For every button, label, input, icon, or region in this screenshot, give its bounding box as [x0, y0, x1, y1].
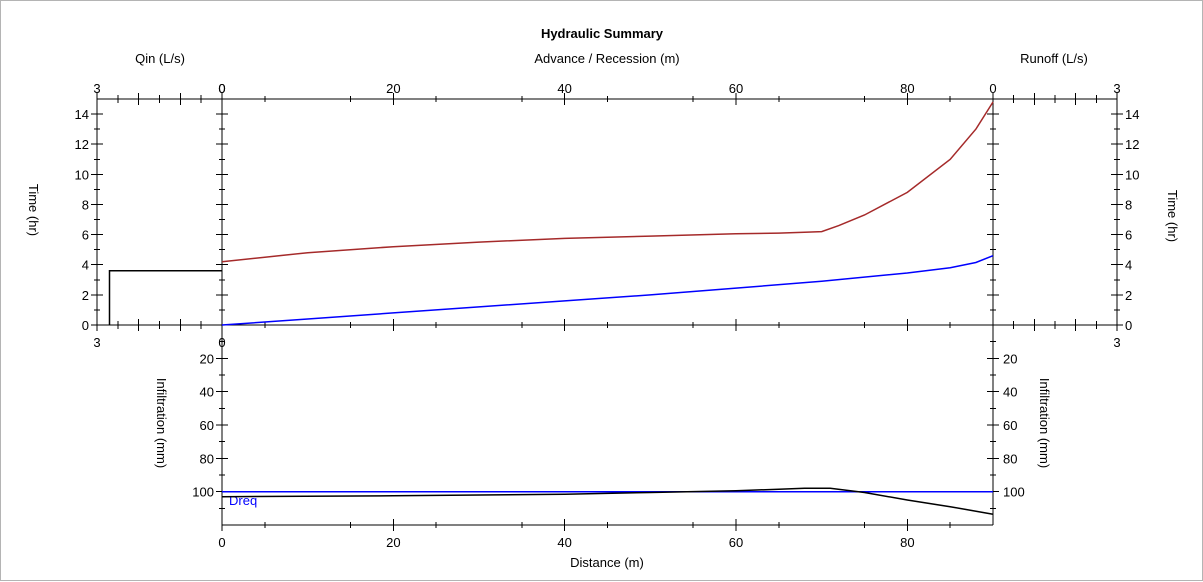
- runoff-axis-title: Runoff (L/s): [1020, 51, 1088, 66]
- time-axis-title-left: Time (hr): [26, 184, 41, 236]
- time-y-tick-label-right: 6: [1125, 228, 1132, 243]
- time-y-tick-label-right: 0: [1125, 318, 1132, 333]
- runoff-x-tick-label: 3: [1113, 81, 1120, 96]
- time-y-tick-label-right: 8: [1125, 197, 1132, 212]
- time-y-tick-label-right: 10: [1125, 167, 1139, 182]
- qin-axis-title: Qin (L/s): [135, 51, 185, 66]
- runoff-x-tick-label-zero: 0: [989, 81, 996, 96]
- time-y-tick-label-left: 12: [75, 137, 89, 152]
- time-y-tick-label-right: 12: [1125, 137, 1139, 152]
- chart-title: Hydraulic Summary: [541, 26, 664, 41]
- infiltration-inner-left-tick-label: 3: [93, 335, 100, 350]
- infiltration-y-tick-label-left: 20: [200, 351, 214, 366]
- infiltration-axis-title-right: Infiltration (mm): [1037, 378, 1052, 468]
- distance-x-tick-label: 20: [386, 535, 400, 550]
- dreq-label: Dreq: [229, 493, 257, 508]
- infiltration-y-tick-label-right: 100: [1003, 485, 1025, 500]
- advance-x-tick-label-top: 40: [557, 81, 571, 96]
- time-y-tick-label-left: 6: [82, 228, 89, 243]
- time-y-tick-label-left: 0: [82, 318, 89, 333]
- distance-axis-title: Distance (m): [570, 555, 644, 570]
- advance-line: [221, 255, 994, 326]
- infiltration-y-tick-label-left: 40: [200, 385, 214, 400]
- time-y-tick-label-left: 10: [75, 167, 89, 182]
- infiltration-y-tick-label-left: 100: [192, 485, 214, 500]
- time-y-tick-label-right: 2: [1125, 288, 1132, 303]
- time-y-tick-label-left: 8: [82, 197, 89, 212]
- qin-x-tick-label-zero: 0: [218, 81, 225, 96]
- recession-line: [221, 101, 994, 263]
- advance-x-tick-label-middle: 0: [218, 335, 225, 350]
- time-axis-title-right: Time (hr): [1165, 190, 1180, 242]
- time-y-tick-label-left: 14: [75, 107, 89, 122]
- distance-x-tick-label: 0: [218, 535, 225, 550]
- infiltration-axis-title-left: Infiltration (mm): [154, 378, 169, 468]
- advance-x-tick-label-top: 80: [900, 81, 914, 96]
- distance-x-tick-label: 80: [900, 535, 914, 550]
- infiltration-y-tick-label-right: 20: [1003, 351, 1017, 366]
- infiltrated-depth-line: [221, 487, 994, 515]
- distance-x-tick-label: 60: [729, 535, 743, 550]
- infiltration-y-tick-label-right: 40: [1003, 385, 1017, 400]
- infiltration-y-tick-label-left: 80: [200, 451, 214, 466]
- infiltration-y-tick-label-right: 80: [1003, 451, 1017, 466]
- advance-axis-title: Advance / Recession (m): [534, 51, 679, 66]
- infiltration-y-tick-label-left: 60: [200, 418, 214, 433]
- distance-x-tick-label: 40: [557, 535, 571, 550]
- advance-x-tick-label-top: 60: [729, 81, 743, 96]
- advance-x-tick-label-top: 20: [386, 81, 400, 96]
- time-y-tick-label-left: 2: [82, 288, 89, 303]
- time-y-tick-label-right: 4: [1125, 258, 1132, 273]
- qin-x-tick-label: 3: [93, 81, 100, 96]
- infiltration-y-tick-label-right: 60: [1003, 418, 1017, 433]
- time-y-tick-label-right: 14: [1125, 107, 1139, 122]
- infiltration-inner-right-tick-label: 3: [1113, 335, 1120, 350]
- qin-hydrograph-line: [108, 270, 222, 325]
- time-y-tick-label-left: 4: [82, 258, 89, 273]
- advance-x-tick-label-top: 0: [218, 81, 225, 96]
